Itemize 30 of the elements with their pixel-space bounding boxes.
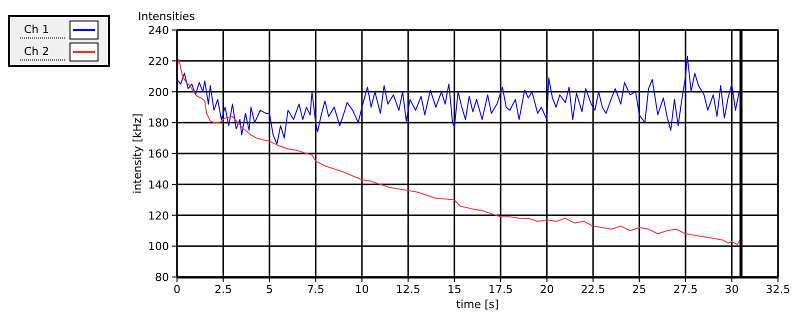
x-tick-label: 7.5: [306, 283, 324, 296]
x-tick-label: 22.5: [580, 283, 606, 296]
y-axis-title: intensity [kHz]: [131, 113, 144, 194]
y-tick-label: 140: [148, 178, 169, 192]
y-tick-label: 200: [148, 86, 169, 99]
x-tick-label: 2.5: [214, 283, 232, 296]
legend-label: Ch 2: [24, 45, 50, 58]
y-tick-label: 120: [148, 209, 169, 222]
x-tick-label: 32.5: [766, 283, 790, 296]
x-tick-label: 5: [266, 283, 273, 296]
y-tick-label: 100: [148, 240, 169, 254]
x-tick-label: 12.5: [396, 283, 420, 296]
x-tick-label: 20: [540, 283, 554, 296]
line-series: [176, 58, 742, 246]
x-tick-label: 17.5: [488, 283, 513, 296]
x-tick-label: 30: [724, 283, 739, 296]
x-tick-label: 0: [174, 283, 180, 296]
chart-title: Intensities: [138, 10, 196, 23]
x-axis-title: time [s]: [456, 298, 499, 311]
y-tick-label: 220: [148, 54, 169, 68]
y-tick-label: 240: [148, 24, 169, 37]
x-tick-label: 25: [632, 283, 646, 296]
x-tick-label: 15: [447, 283, 462, 296]
x-tick-label: 27.5: [673, 283, 698, 296]
x-tick-label: 10: [354, 283, 369, 296]
legend-label: Ch 1: [24, 23, 50, 36]
line-series: [176, 56, 740, 145]
y-tick-label: 160: [148, 148, 169, 160]
y-tick-label: 80: [155, 271, 169, 284]
y-tick-label: 180: [148, 116, 169, 130]
